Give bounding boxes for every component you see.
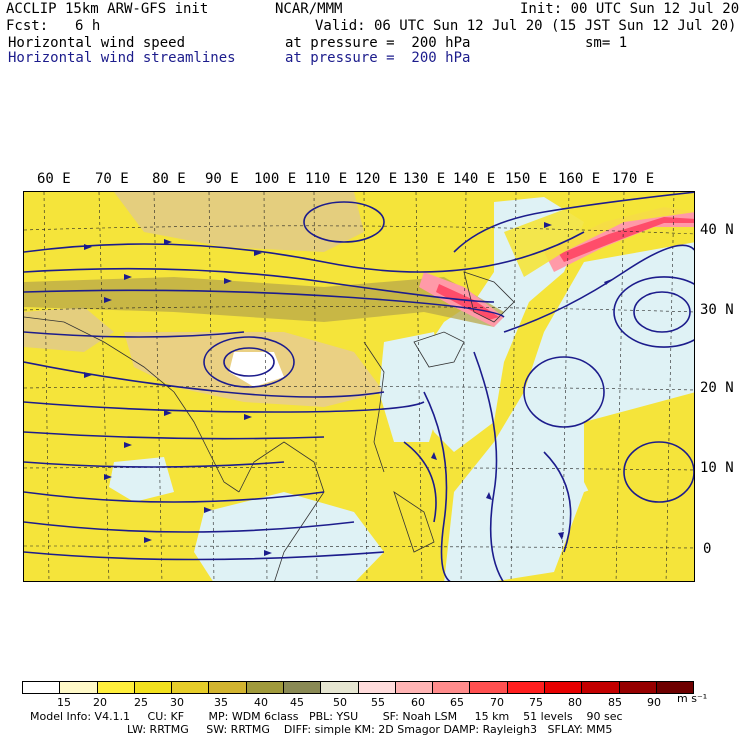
field1-level: at pressure = 200 hPa (285, 35, 471, 51)
colorbar-swatch (321, 682, 359, 693)
coastlines (24, 271, 515, 581)
lat-label: 30 N (700, 302, 734, 318)
colorbar-swatch (60, 682, 98, 693)
colorbar-tick: 85 (608, 696, 622, 709)
calm-region (109, 457, 174, 502)
colorbar-tick: 20 (93, 696, 107, 709)
init-time: Init: 00 UTC Sun 12 Jul 20 (520, 1, 740, 17)
calm-center (229, 352, 284, 387)
lat-label: 10 N (700, 460, 734, 476)
calm-region (379, 332, 444, 442)
colorbar-tick: 35 (214, 696, 228, 709)
forecast-label: Fcst: (6, 18, 49, 34)
model-info-line1: Model Info: V4.1.1 CU: KF MP: WDM 6class… (30, 710, 623, 723)
wind-field-svg (24, 192, 694, 581)
lon-label: 100 E (254, 171, 297, 187)
colorbar-tick: 70 (490, 696, 504, 709)
lon-label: 140 E (453, 171, 496, 187)
colorbar-swatch (172, 682, 210, 693)
terrain-patch (24, 307, 114, 352)
colorbar-tick: 60 (411, 696, 425, 709)
colorbar-units: m s⁻¹ (677, 692, 708, 705)
lon-label: 150 E (505, 171, 548, 187)
organization: NCAR/MMM (275, 1, 343, 17)
wind-map (23, 191, 695, 582)
jet-core (559, 217, 694, 262)
lon-label: 160 E (558, 171, 601, 187)
colorbar-swatch (209, 682, 247, 693)
lon-label: 110 E (305, 171, 348, 187)
colorbar-swatch (246, 682, 284, 693)
colorbar-tick: 65 (450, 696, 464, 709)
colorbar-swatch (507, 682, 545, 693)
colorbar-tick: 80 (568, 696, 582, 709)
lon-label: 60 E (37, 171, 71, 187)
colorbar-tick: 90 (647, 696, 661, 709)
lat-label: 20 N (700, 380, 734, 396)
lon-label: 80 E (152, 171, 186, 187)
colorbar-swatch (582, 682, 620, 693)
lat-lon-grid (24, 192, 694, 581)
colorbar-tick: 50 (333, 696, 347, 709)
streamlines (24, 192, 694, 581)
colorbar-swatch (656, 682, 694, 693)
colorbar-tick: 25 (134, 696, 148, 709)
lon-label: 90 E (205, 171, 239, 187)
colorbar-tick: 40 (254, 696, 268, 709)
jet-band (24, 277, 504, 327)
field1-name: Horizontal wind speed (8, 35, 186, 51)
colorbar-tick: 15 (57, 696, 71, 709)
model-info-line2: LW: RRTMG SW: RRTMG DIFF: simple KM: 2D … (127, 723, 613, 736)
forecast-hour: 6 h (75, 18, 101, 34)
lat-label: 0 (703, 541, 712, 557)
calm-region (444, 242, 694, 581)
valid-time: Valid: 06 UTC Sun 12 Jul 20 (15 JST Sun … (315, 18, 737, 34)
colorbar-swatch (134, 682, 173, 693)
colorbar-tick: 55 (371, 696, 385, 709)
field2-level: at pressure = 200 hPa (285, 50, 471, 66)
lon-label: 70 E (95, 171, 129, 187)
streamline-arrows (84, 222, 612, 556)
wind-band (504, 192, 694, 277)
colorbar-swatch (395, 682, 434, 693)
smoothing-value: sm= 1 (585, 35, 628, 51)
wind-band (584, 392, 694, 522)
colorbar-swatch (619, 682, 657, 693)
colorbar-swatch (470, 682, 508, 693)
terrain-patch (114, 192, 364, 252)
colorbar-tick: 75 (529, 696, 543, 709)
lon-label: 130 E (403, 171, 446, 187)
colorbar-swatch (358, 682, 396, 693)
model-title: ACCLIP 15km ARW-GFS init (6, 1, 209, 17)
color-scale-bar (22, 681, 694, 694)
colorbar-swatch (283, 682, 322, 693)
colorbar-swatch (544, 682, 583, 693)
colorbar-tick: 30 (170, 696, 184, 709)
colorbar-swatch (97, 682, 135, 693)
colorbar-tick: 45 (290, 696, 304, 709)
lat-label: 40 N (700, 222, 734, 238)
field2-name: Horizontal wind streamlines (8, 50, 236, 66)
colorbar-swatch (433, 682, 471, 693)
lon-label: 120 E (355, 171, 398, 187)
colorbar-swatch (23, 682, 61, 693)
lon-label: 170 E (612, 171, 655, 187)
